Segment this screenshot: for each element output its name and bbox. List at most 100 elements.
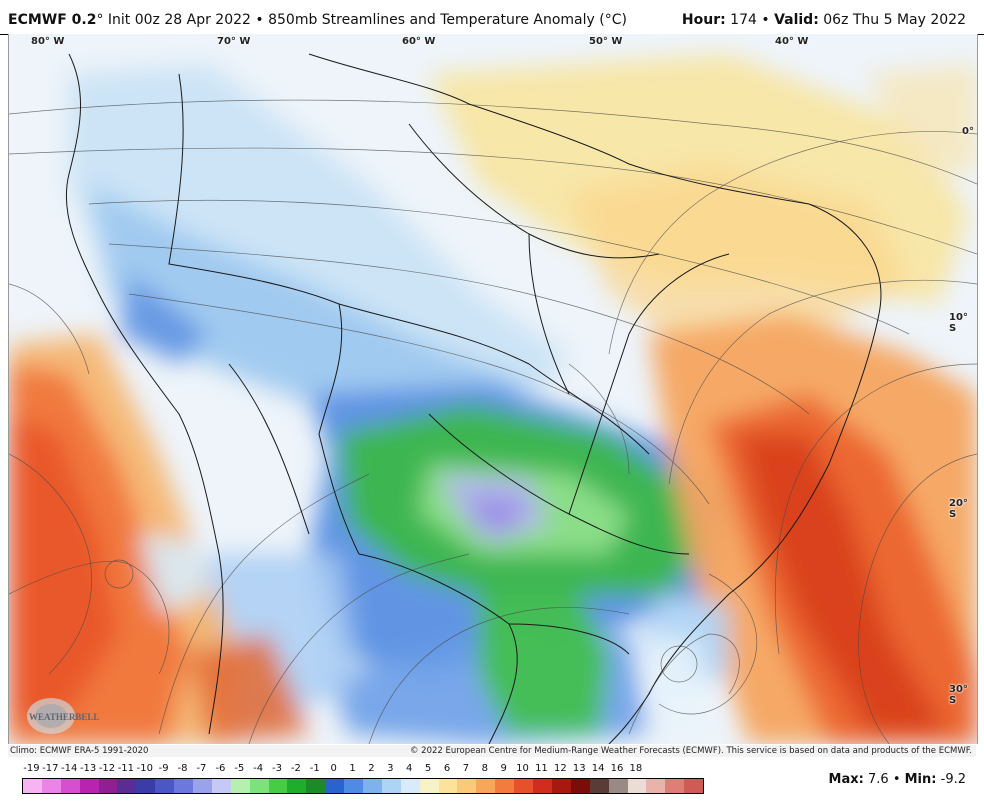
lat-label-10s: 10° S (949, 312, 968, 334)
product-name: 850mb Streamlines and Temperature Anomal… (268, 12, 627, 28)
amazon-border (338, 303, 650, 455)
colorbar-tick-label: 14 (591, 763, 605, 774)
credits-bar: Climo: ECMWF ERA-5 1991-2020 © 2022 Euro… (8, 745, 976, 757)
pacific-coast (65, 53, 224, 735)
colorbar-swatch (155, 779, 175, 793)
state-line-d (528, 233, 570, 395)
colorbar-tick-label: -14 (61, 763, 78, 774)
colorbar-tick-label: 1 (349, 763, 356, 774)
colorbar-swatch (306, 779, 326, 793)
colorbar-tick-label: -6 (215, 763, 226, 774)
colorbar-tick-label: -17 (42, 763, 59, 774)
colorbar-tick-label: 5 (424, 763, 432, 774)
maxmin-separator: • (892, 772, 901, 787)
anomaly-map: 80° W 70° W 60° W 50° W 40° W 0° 10° S 2… (8, 34, 978, 744)
colorbar-swatch (476, 779, 496, 793)
max-min-readout: Max: 7.6 • Min: -9.2 (829, 772, 966, 787)
degree-symbol: ° (96, 12, 104, 28)
valid-label: Valid: (774, 12, 819, 28)
hour-label: Hour: (681, 12, 726, 28)
paraguay-border (358, 553, 518, 744)
colorbar-tick-label: 3 (387, 763, 394, 774)
colorbar-tick-label: 7 (462, 763, 470, 774)
colorbar-swatch (495, 779, 515, 793)
colorbar-swatch (41, 779, 61, 793)
colorbar-tick-label: -11 (117, 763, 135, 774)
weatherbell-logo: WEATHERBELL (21, 694, 107, 738)
colorbar-swatch (325, 779, 345, 793)
colorbar-tick-label: 4 (406, 763, 413, 774)
lon-label-50w: 50° W (589, 36, 623, 47)
valid-time-line: Hour: 174 • Valid: 06z Thu 5 May 2022 (682, 12, 966, 28)
colorbar-swatch (363, 779, 382, 793)
lon-label-60w: 60° W (402, 36, 436, 47)
colorbar-tick-label: -19 (23, 763, 40, 774)
colorbar-tick-label: -1 (309, 763, 320, 774)
andean-border (168, 73, 360, 555)
colorbar-tick-label: 9 (500, 763, 507, 774)
colorbar-swatch (419, 779, 439, 793)
state-line-b (568, 253, 730, 515)
colorbar-swatch (438, 779, 458, 793)
model-name: ECMWF 0.2 (8, 12, 97, 28)
max-value: 7.6 (867, 772, 889, 787)
colorbar-swatch (117, 779, 137, 793)
copyright-note: © 2022 European Centre for Medium-Range … (409, 746, 972, 756)
colorbar-swatch (514, 779, 534, 793)
country-borders (65, 53, 882, 744)
anomaly-field (9, 54, 977, 744)
colorbar-tick-label: 11 (535, 763, 548, 774)
colorbar-legend: -19 -17 -14 -13 -12 -11 -10 -9 -8 -7 -6 -5 -4 -3 -2 -1 0… (22, 763, 704, 795)
colorbar-tick-label: -8 (177, 763, 188, 774)
state-line-c (228, 363, 310, 535)
colorbar-swatch (646, 779, 666, 793)
colorbar-swatch (608, 779, 628, 793)
colorbar-swatches (22, 778, 704, 794)
colorbar-tick-label: -5 (234, 763, 245, 774)
max-label: Max: (828, 772, 864, 787)
colorbar-tick-label: 16 (610, 763, 624, 774)
colorbar-swatch (400, 779, 420, 793)
lat-label-20s: 20° S (949, 498, 968, 520)
colorbar-swatch (249, 779, 269, 793)
colorbar-tick-label: 18 (629, 763, 643, 774)
svg-text:WEATHERBELL: WEATHERBELL (29, 712, 99, 722)
lon-label-80w: 80° W (31, 36, 65, 47)
colorbar-tick-label: 2 (368, 763, 375, 774)
colorbar-swatch (627, 779, 647, 793)
colorbar-swatch (211, 779, 231, 793)
colorbar-swatch (457, 779, 477, 793)
colorbar-swatch (570, 779, 590, 793)
uruguay-border (508, 623, 630, 655)
colorbar-tick-label: -4 (253, 763, 264, 774)
colorbar-tick-label: 8 (481, 763, 488, 774)
colorbar-tick-label: -3 (272, 763, 282, 774)
lon-label-70w: 70° W (217, 36, 251, 47)
colorbar-swatch (136, 779, 156, 793)
colorbar-tick-label: -9 (158, 763, 169, 774)
valid-value: 06z Thu 5 May 2022 (823, 12, 966, 28)
colorbar-labels: -19 -17 -14 -13 -12 -11 -10 -9 -8 -7 -6 -5 -4 -3 -2 -1 0… (22, 763, 702, 777)
colorbar-swatch (533, 779, 552, 793)
lat-label-0: 0° (962, 126, 974, 137)
colorbar-swatch (381, 779, 401, 793)
lat-label-30s: 30° S (949, 684, 968, 706)
title-line: ECMWF 0.2° Init 00z 28 Apr 2022 • 850mb … (8, 12, 627, 28)
colorbar-swatch (23, 779, 42, 793)
colorbar-tick-label: 6 (443, 763, 451, 774)
colorbar-swatch (287, 779, 307, 793)
guianas-border (408, 123, 660, 259)
colorbar-swatch (344, 779, 364, 793)
colorbar-swatch (193, 779, 212, 793)
colorbar-swatch (684, 779, 704, 793)
title-separator: • (255, 12, 264, 28)
min-label: Min: (904, 772, 937, 787)
colorbar-tick-label: -7 (196, 763, 207, 774)
colorbar-tick-label: 13 (572, 763, 586, 774)
colorbar-swatch (589, 779, 609, 793)
init-time: Init 00z 28 Apr 2022 (107, 12, 251, 28)
valid-separator: • (761, 12, 770, 28)
atlantic-coast (308, 53, 882, 744)
colorbar-tick-label: 0 (330, 763, 337, 774)
colorbar-tick-label: -2 (290, 763, 301, 774)
